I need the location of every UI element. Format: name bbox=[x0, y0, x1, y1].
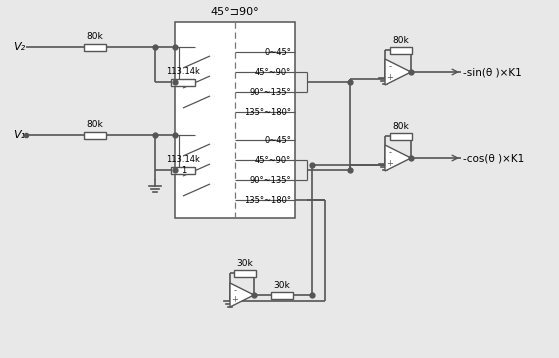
Text: V₂: V₂ bbox=[13, 42, 25, 52]
Text: 0~45°: 0~45° bbox=[264, 135, 291, 145]
Bar bbox=[84, 44, 106, 50]
Polygon shape bbox=[385, 59, 411, 85]
Text: 90°~135°: 90°~135° bbox=[249, 175, 291, 184]
Bar bbox=[234, 270, 256, 276]
Text: -: - bbox=[234, 286, 236, 295]
Text: -: - bbox=[389, 148, 391, 157]
Bar bbox=[171, 78, 195, 86]
Text: +: + bbox=[231, 295, 239, 304]
Text: 80k: 80k bbox=[392, 35, 409, 44]
Text: 1: 1 bbox=[181, 165, 186, 174]
Bar bbox=[175, 22, 295, 218]
Bar bbox=[171, 166, 195, 174]
Text: -cos(θ )×K1: -cos(θ )×K1 bbox=[463, 153, 524, 163]
Text: 45°~90°: 45°~90° bbox=[255, 155, 291, 164]
Bar bbox=[84, 131, 106, 139]
Text: 135°~180°: 135°~180° bbox=[244, 107, 291, 116]
Text: 80k: 80k bbox=[392, 121, 409, 131]
Text: 80k: 80k bbox=[87, 32, 103, 40]
Bar bbox=[390, 132, 412, 140]
Text: 30k: 30k bbox=[273, 281, 290, 290]
Text: 135°~180°: 135°~180° bbox=[244, 195, 291, 204]
Bar bbox=[271, 291, 293, 299]
Text: 45°⊐90°: 45°⊐90° bbox=[211, 7, 259, 17]
Text: V₁: V₁ bbox=[13, 130, 25, 140]
Text: -sin(θ )×K1: -sin(θ )×K1 bbox=[463, 67, 522, 77]
Text: +: + bbox=[387, 159, 394, 168]
Text: 0~45°: 0~45° bbox=[264, 48, 291, 57]
Text: 80k: 80k bbox=[87, 120, 103, 129]
Polygon shape bbox=[385, 145, 411, 171]
Text: 30k: 30k bbox=[236, 258, 253, 267]
Polygon shape bbox=[230, 283, 254, 307]
Bar bbox=[390, 47, 412, 53]
Text: -: - bbox=[389, 62, 391, 71]
Text: 90°~135°: 90°~135° bbox=[249, 87, 291, 97]
Text: +: + bbox=[387, 73, 394, 82]
Text: 113.14k: 113.14k bbox=[166, 67, 200, 76]
Text: 45°~90°: 45°~90° bbox=[255, 68, 291, 77]
Text: 113.14k: 113.14k bbox=[166, 155, 200, 164]
